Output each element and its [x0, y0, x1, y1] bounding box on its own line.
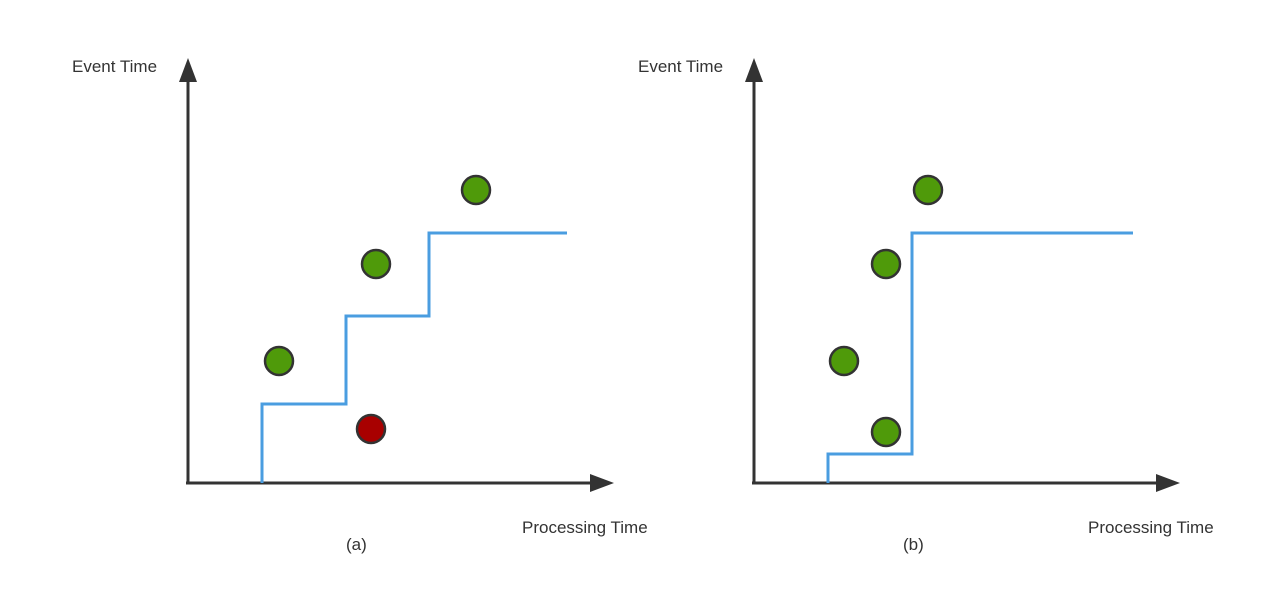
x-axis-arrow-b [1156, 474, 1180, 492]
panel-b: Event Time Processing Time (b) [638, 57, 1214, 554]
event-dot-a-2 [360, 248, 392, 280]
y-axis-label-b: Event Time [638, 57, 723, 76]
y-axis-arrow-b [745, 58, 763, 82]
event-dot-b-3 [912, 174, 944, 206]
event-dot-b-1 [828, 345, 860, 377]
event-dot-a-3 [460, 174, 492, 206]
panel-caption-a: (a) [346, 535, 367, 554]
y-axis-label-a: Event Time [72, 57, 157, 76]
x-axis-arrow-a [590, 474, 614, 492]
event-dot-a-4 [355, 413, 387, 445]
x-axis-label-b: Processing Time [1088, 518, 1214, 537]
panel-a: Event Time Processing Time (a) [72, 57, 648, 554]
x-axis-label-a: Processing Time [522, 518, 648, 537]
event-dot-a-1 [263, 345, 295, 377]
watermark-line-b [826, 231, 1133, 483]
event-dot-b-2 [870, 248, 902, 280]
panel-caption-b: (b) [903, 535, 924, 554]
event-dot-b-4 [870, 416, 902, 448]
watermark-line-a [260, 231, 567, 483]
y-axis-arrow-a [179, 58, 197, 82]
